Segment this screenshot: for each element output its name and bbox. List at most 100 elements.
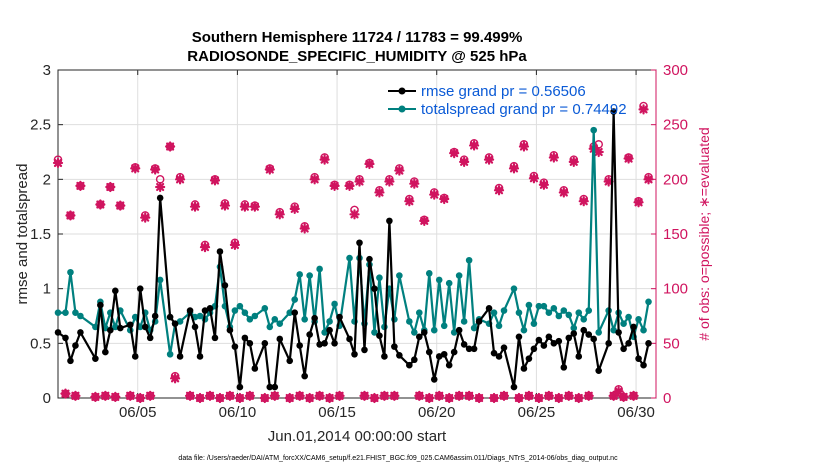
rmse-point <box>545 333 553 341</box>
obs-evaluated-point <box>204 390 216 401</box>
totalspread-point <box>520 326 528 334</box>
rmse-point <box>515 333 523 341</box>
rmse-point <box>560 364 568 371</box>
rmse-point <box>605 340 612 347</box>
totalspread-point <box>316 265 323 273</box>
totalspread-point <box>455 272 463 279</box>
rmse-point <box>520 365 528 372</box>
rmse-point <box>54 329 62 336</box>
obs-evaluated-point <box>115 200 126 211</box>
obs-evaluated-point <box>578 196 589 207</box>
obs-evaluated-point <box>558 187 569 198</box>
obs-evaluated-point <box>454 390 465 401</box>
totalspread-point <box>535 302 543 310</box>
y2-tick-label: 250 <box>663 117 688 134</box>
y2-tick-label: 300 <box>663 62 688 79</box>
obs-evaluated-point <box>130 163 141 174</box>
rmse-point <box>226 326 234 334</box>
rmse-point <box>112 287 119 295</box>
rmse-point <box>550 340 558 347</box>
totalspread-point <box>196 312 204 320</box>
totalspread-point <box>595 329 602 336</box>
totalspread-point <box>425 270 433 277</box>
obs-evaluated-point <box>155 181 166 193</box>
rmse-point <box>146 334 154 342</box>
obs-evaluated-point <box>75 180 86 191</box>
obs-evaluated-point <box>304 392 315 404</box>
obs-evaluated-point <box>95 199 106 210</box>
rmse-point <box>485 305 493 312</box>
y-axis-label: rmse and totalspread <box>14 164 31 305</box>
totalspread-point <box>241 309 249 317</box>
rmse-point <box>126 321 134 329</box>
rmse-point <box>151 312 159 320</box>
rmse-point <box>102 348 109 356</box>
legend-rmse: rmse grand pr = 0.56506 <box>421 83 586 100</box>
rmse-point <box>156 194 164 202</box>
obs-evaluated-point <box>583 390 594 401</box>
obs-evaluated-point <box>364 158 375 170</box>
rmse-point <box>261 340 269 347</box>
obs-evaluated-point <box>125 390 136 401</box>
obs-evaluated-point <box>628 390 639 401</box>
totalspread-point <box>371 329 378 336</box>
rmse-point <box>460 341 468 348</box>
obs-evaluated-point <box>294 390 305 401</box>
obs-evaluated-point <box>264 164 275 175</box>
totalspread-point <box>525 301 533 309</box>
obs-evaluated-point <box>259 392 270 404</box>
y-tick-label: 3 <box>43 62 51 79</box>
rmse-point <box>615 329 622 336</box>
rmse-point <box>311 314 318 322</box>
obs-evaluated-point <box>170 373 181 384</box>
obs-evaluated-point <box>269 390 280 401</box>
obs-evaluated-point <box>553 392 564 404</box>
rmse-point <box>391 343 398 350</box>
obs-evaluated-point <box>319 154 330 165</box>
obs-evaluated-point <box>473 392 485 404</box>
totalspread-point <box>331 300 338 308</box>
obs-evaluated-point <box>369 392 380 404</box>
totalspread-point <box>166 350 174 358</box>
rmse-point <box>316 341 323 348</box>
obs-evaluated-point <box>299 223 310 234</box>
rmse-point <box>291 309 299 317</box>
totalspread-point <box>490 309 498 317</box>
obs-evaluated-point <box>563 390 574 401</box>
rmse-point <box>585 331 593 338</box>
rmse-point <box>590 335 598 343</box>
totalspread-point <box>231 307 239 314</box>
rmse-point <box>595 367 602 374</box>
obs-evaluated-point <box>513 392 525 404</box>
obs-evaluated-point <box>593 146 604 158</box>
obs-evaluated-point <box>70 390 81 401</box>
obs-evaluated-point <box>623 153 634 164</box>
rmse-point <box>346 335 353 343</box>
y2-tick-label: 150 <box>663 226 688 243</box>
obs-evaluated-point <box>239 201 250 212</box>
rmse-point <box>301 372 308 380</box>
rmse-point <box>306 331 313 338</box>
obs-evaluated-point <box>573 392 584 404</box>
rmse-point <box>430 376 438 383</box>
obs-evaluated-point <box>508 163 520 174</box>
obs-evaluated-point <box>444 392 455 404</box>
obs-evaluated-point <box>523 390 535 401</box>
totalspread-point <box>411 329 418 336</box>
rmse-point <box>107 326 114 334</box>
obs-evaluated-point <box>424 392 435 404</box>
obs-evaluated-point <box>194 392 206 404</box>
obs-evaluated-point <box>409 178 420 189</box>
obs-evaluated-point <box>389 390 400 401</box>
rmse-point <box>465 345 473 353</box>
obs-evaluated-point <box>379 390 390 401</box>
y2-tick-label: 50 <box>663 335 680 352</box>
rmse-point <box>321 340 328 347</box>
rmse-point <box>530 345 538 353</box>
x-axis-label: Jun.01,2014 00:00:00 start <box>268 428 447 445</box>
y2-tick-label: 200 <box>663 171 688 188</box>
totalspread-point <box>470 324 478 332</box>
rmse-point <box>640 361 647 369</box>
totalspread-point <box>510 285 518 292</box>
x-tick-label: 06/25 <box>518 404 556 421</box>
